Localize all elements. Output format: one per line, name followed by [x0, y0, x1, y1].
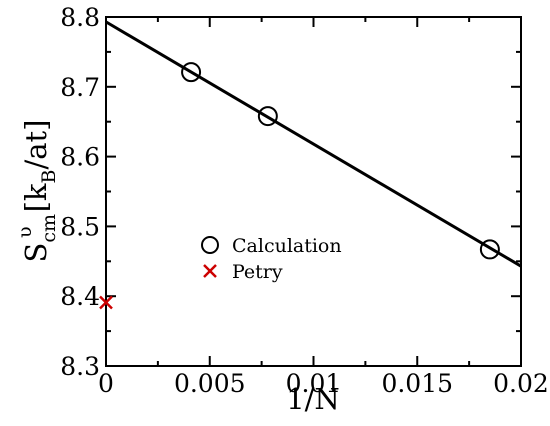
y-axis-title-bracket-subscript: B	[38, 170, 60, 184]
y-tick-label: 8.4	[60, 282, 100, 311]
y-axis-title-bracket-open: [k	[19, 183, 53, 212]
y-axis-title-main: S	[19, 243, 53, 263]
data-point-calculation	[257, 106, 278, 127]
legend-label-calculation: Calculation	[232, 235, 342, 257]
legend: Calculation Petry	[201, 235, 342, 283]
legend-label-petry: Petry	[232, 261, 283, 283]
plot-frame	[105, 16, 522, 367]
y-axis-title-bracket-close: /at]	[19, 120, 53, 170]
x-tick-label: 0.015	[381, 369, 453, 398]
x-tick-label: 0.02	[493, 369, 549, 398]
data-point-petry	[99, 295, 113, 310]
y-axis-title: Scmυ [kB/at]	[14, 120, 60, 263]
x-axis-title: 1/N	[286, 382, 340, 416]
y-tick-label: 8.8	[60, 3, 100, 32]
data-point-calculation	[479, 239, 500, 260]
svg-text:Scmυ[kB/at]: Scmυ [kB/at]	[14, 120, 60, 263]
x-tick-label: 0.005	[174, 369, 246, 398]
y-tick-label: 8.6	[60, 143, 100, 172]
legend-x-marker	[203, 264, 217, 278]
x-tick-label: 0.01	[286, 369, 342, 398]
points-layer	[99, 62, 500, 310]
data-point-calculation	[181, 62, 202, 83]
y-axis-title-subscript: cm	[38, 214, 60, 243]
legend-circle-marker	[201, 236, 219, 254]
fit-line-layer	[105, 20, 522, 268]
ticks-layer: 0 0.005 0.01 0.015 0.02 8.3 8.4 8.5 8.6 8.7 8.8	[60, 3, 549, 398]
y-tick-label: 8.5	[60, 212, 100, 241]
y-tick-label: 8.3	[60, 352, 100, 381]
x-tick-label: 0	[98, 369, 114, 398]
y-axis-title-superscript: υ	[14, 226, 36, 238]
y-tick-label: 8.7	[60, 73, 100, 102]
fit-line	[105, 20, 522, 268]
